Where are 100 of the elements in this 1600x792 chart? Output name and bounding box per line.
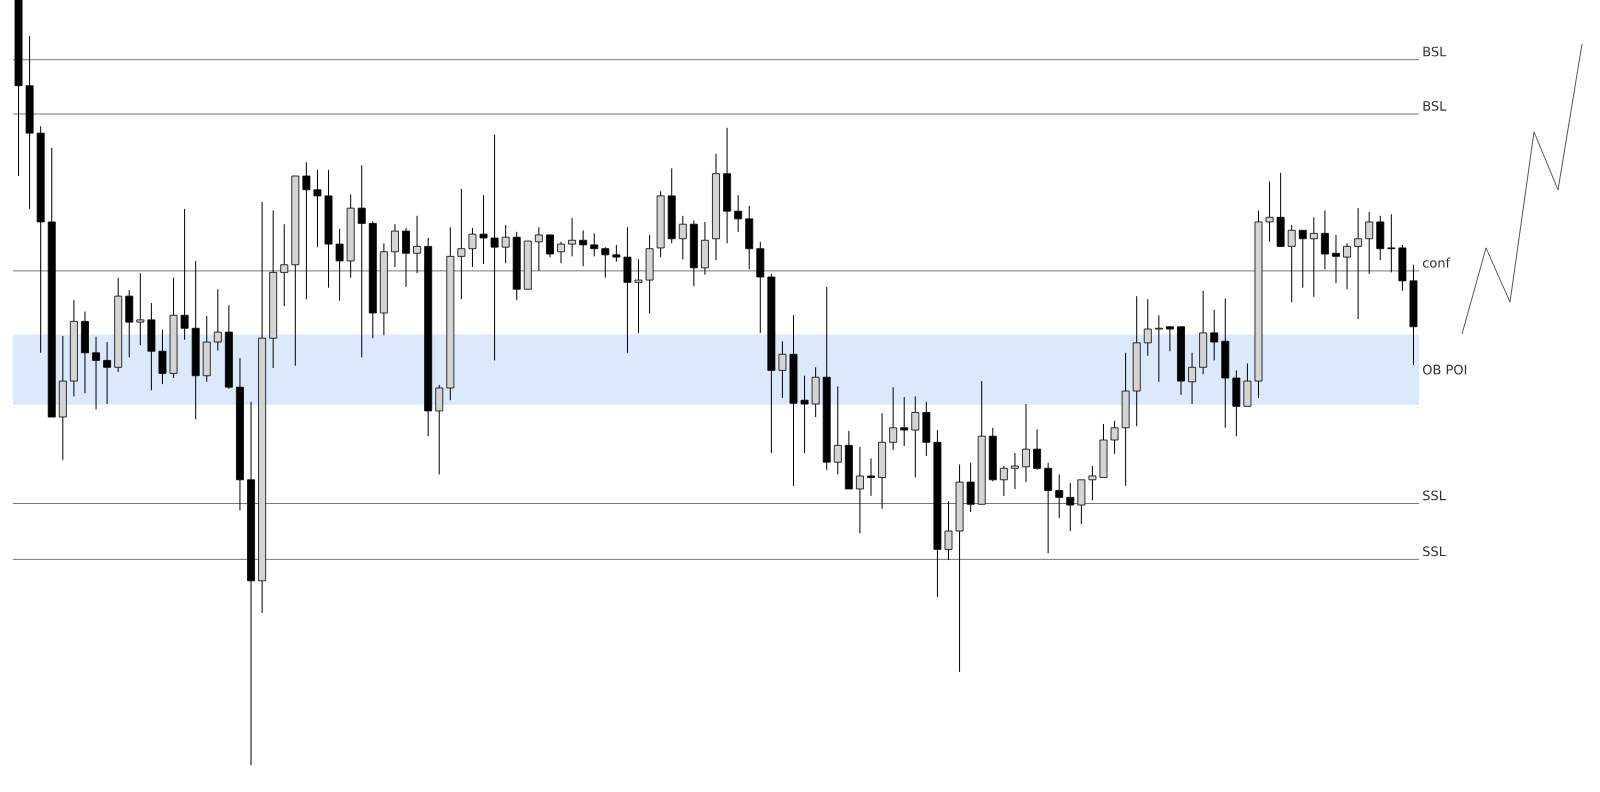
candlestick — [833, 385, 842, 475]
candlestick — [667, 167, 676, 244]
candlestick — [734, 194, 743, 233]
candlestick — [778, 340, 787, 399]
candlestick — [1320, 209, 1329, 270]
candlestick — [579, 229, 588, 267]
candlestick — [402, 227, 410, 288]
candlestick — [712, 153, 720, 261]
candlestick — [81, 310, 89, 394]
candlestick — [103, 341, 112, 405]
candlestick — [114, 277, 123, 373]
candlestick — [313, 169, 322, 248]
candlestick — [435, 384, 444, 475]
candlestick — [723, 127, 732, 244]
candlestick — [844, 430, 853, 490]
candlestick — [1387, 213, 1396, 273]
candlestick — [1365, 211, 1374, 275]
candlestick — [213, 288, 222, 351]
candlestick — [1110, 420, 1119, 455]
candlestick — [36, 125, 45, 354]
candlestick — [1154, 314, 1163, 383]
candlestick — [479, 194, 488, 265]
candlestick — [125, 289, 134, 358]
candlestick — [1332, 234, 1340, 284]
candlestick — [424, 237, 433, 437]
candlestick — [180, 208, 189, 341]
candlestick — [413, 215, 422, 274]
candlestick — [302, 161, 311, 300]
candlestick — [822, 286, 831, 471]
candlestick — [346, 193, 355, 279]
candlestick — [1033, 428, 1042, 471]
candlestick — [1298, 229, 1307, 289]
candlestick — [689, 219, 698, 287]
candlestick — [457, 188, 466, 300]
candlestick — [1243, 362, 1252, 407]
candlestick — [889, 386, 898, 451]
candlestick — [1077, 479, 1086, 525]
candlestick — [224, 304, 233, 390]
candlestick — [855, 446, 864, 534]
ref-line-label: conf — [1422, 257, 1451, 268]
candlestick — [1143, 298, 1152, 357]
candlestick — [933, 429, 942, 598]
candlestick — [236, 357, 244, 511]
candlestick — [678, 215, 687, 260]
candlestick — [490, 134, 499, 361]
candlestick — [867, 457, 875, 497]
candlestick — [534, 226, 543, 272]
candlestick — [247, 401, 255, 766]
candlestick — [944, 500, 953, 561]
candlestick — [999, 465, 1008, 497]
candlestick — [557, 241, 565, 264]
candlestick — [1398, 244, 1407, 292]
candlestick — [136, 272, 145, 346]
candlestick — [878, 412, 887, 510]
candlestick — [1132, 295, 1141, 427]
candlestick — [1409, 264, 1418, 366]
candlestick — [169, 277, 178, 379]
candlestick — [900, 396, 909, 447]
candlestick — [14, 0, 23, 177]
candlestick — [911, 395, 920, 478]
candlestick — [1055, 473, 1064, 519]
candlestick — [1232, 369, 1241, 437]
candlestick — [1265, 180, 1274, 243]
candlestick — [601, 246, 610, 279]
candlestick — [1010, 452, 1019, 490]
candlestick — [1022, 403, 1030, 483]
candlestick — [379, 242, 388, 336]
candlestick — [922, 401, 931, 457]
candlestick — [1199, 290, 1208, 375]
candlestick — [335, 228, 344, 302]
ref-line-label: SSL — [1423, 490, 1446, 501]
candlestick — [1177, 326, 1185, 396]
candlestick — [1254, 209, 1263, 399]
candlestick — [1276, 172, 1285, 247]
candlestick — [158, 329, 167, 385]
candlestick — [69, 299, 78, 397]
candlestick — [357, 164, 366, 358]
candlestick — [756, 241, 765, 334]
candlestick — [191, 260, 200, 420]
candlestick — [590, 232, 599, 257]
candlestick — [280, 223, 289, 307]
candlestick — [446, 226, 455, 401]
candlestick — [58, 335, 67, 461]
candlestick — [700, 221, 709, 276]
candlestick — [977, 380, 986, 505]
candlestick — [468, 227, 477, 268]
candlestick — [1210, 309, 1219, 361]
candlestick — [623, 226, 632, 354]
candlestick — [501, 224, 510, 264]
ref-line-label: BSL — [1423, 46, 1447, 57]
candlestick — [966, 462, 975, 513]
ref-line-label: BSL — [1423, 100, 1447, 111]
candlestick — [800, 375, 809, 454]
candlestick — [391, 223, 399, 268]
candlestick — [745, 205, 754, 270]
candlestick — [789, 314, 798, 487]
candlestick — [1309, 216, 1318, 298]
candlestick — [955, 463, 964, 673]
candlestick — [767, 273, 776, 454]
candlestick — [1188, 352, 1196, 405]
